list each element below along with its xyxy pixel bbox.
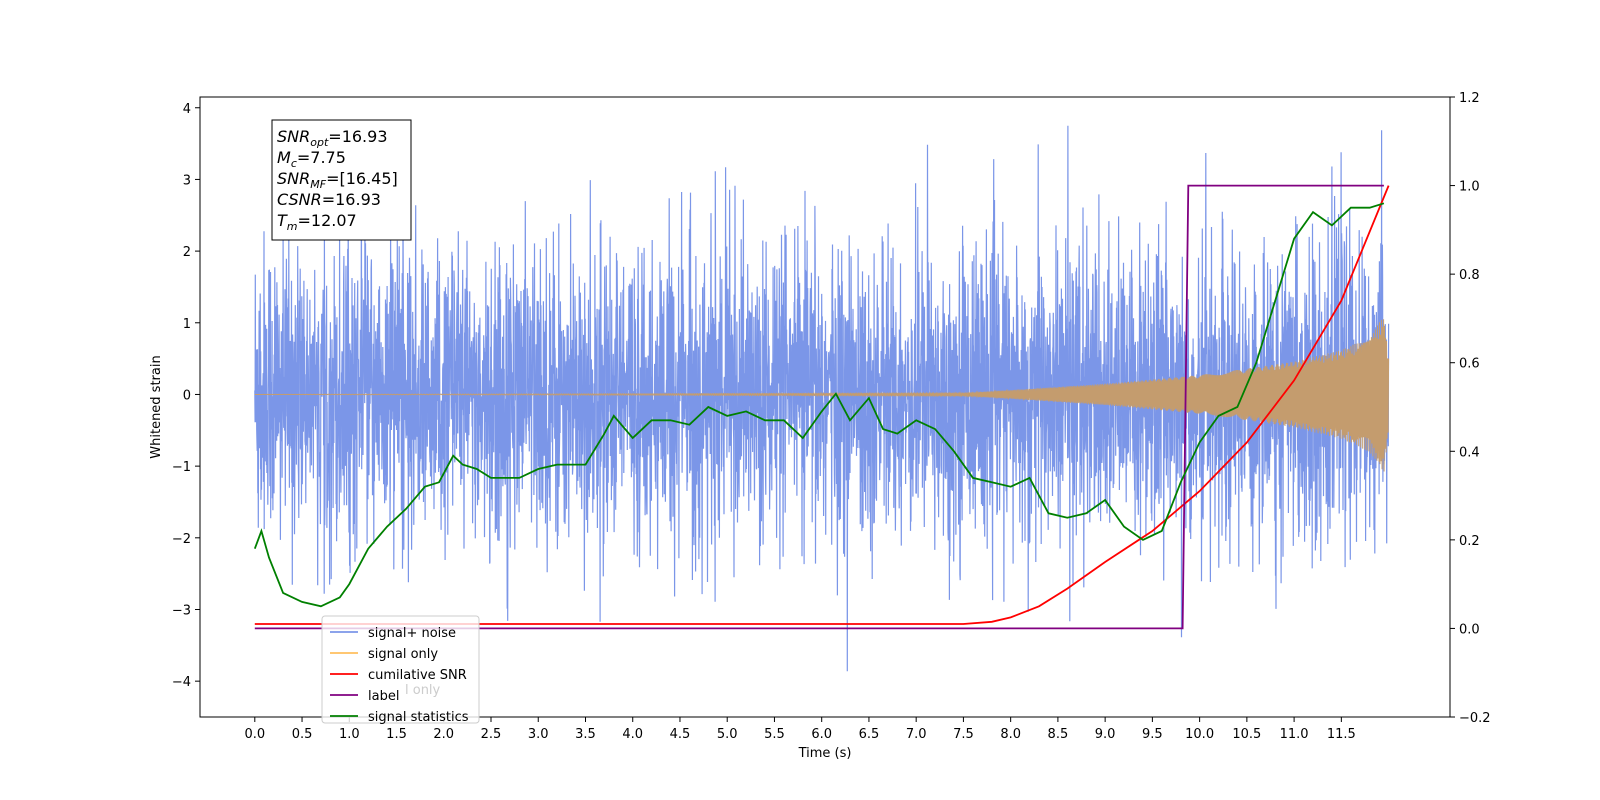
x-tick-label: 3.0 (528, 727, 549, 742)
y2-tick-label: 0.0 (1459, 622, 1480, 637)
y-tick-label: 2 (183, 245, 191, 260)
legend-label: cumilative SNR (368, 668, 467, 683)
y2-tick-label: 0.2 (1459, 534, 1480, 549)
info-box: SNRopt=16.93Mc=7.75SNRMF=[16.45]CSNR=16.… (271, 119, 412, 241)
legend: l only signal+ noise signal only cumilativ… (321, 615, 480, 725)
x-tick-label: 10.5 (1232, 727, 1261, 742)
info-value: =7.75 (297, 148, 346, 167)
info-value: =12.07 (298, 211, 357, 230)
legend-label: signal+ noise (368, 626, 456, 641)
series-signal-statistics-line (253, 202, 1385, 608)
info-subscript: m (287, 220, 298, 233)
x-tick-label: 5.0 (717, 727, 738, 742)
y-axis-right: 1.2 1.0 0.8 0.6 0.4 0.2 0.0 −0.2 (1450, 91, 1491, 726)
x-tick-label: 7.0 (906, 727, 927, 742)
plot-frame (199, 96, 1451, 718)
info-value: =[16.45] (326, 169, 398, 188)
legend-label: label (368, 689, 399, 704)
x-tick-label: 8.0 (1000, 727, 1021, 742)
info-value: =16.93 (328, 127, 387, 146)
info-box-frame (271, 119, 412, 241)
series-cumilative-snr-line (254, 185, 1390, 625)
x-tick-label: 11.0 (1280, 727, 1309, 742)
info-subscript: opt (310, 136, 329, 149)
info-line: SNRMF=[16.45] (277, 169, 398, 191)
x-tick-label: 2.5 (481, 727, 502, 742)
x-axis: 0.0 0.5 1.0 1.5 2.0 2.5 3.0 3.5 4.0 4.5 5.0 5.5 6.0 6… (244, 717, 1356, 742)
x-tick-label: 9.0 (1095, 727, 1116, 742)
info-symbol: M (277, 148, 291, 167)
y-axis-left: 4 3 2 1 0 −1 −2 −3 −4 (172, 102, 200, 690)
info-value: =16.93 (322, 190, 381, 209)
x-tick-label: 1.0 (339, 727, 360, 742)
y2-tick-label: 0.6 (1459, 357, 1480, 372)
legend-ghost-text: l only (405, 683, 441, 698)
y-tick-label: −4 (172, 675, 191, 690)
legend-label: signal statistics (368, 710, 469, 725)
x-tick-label: 9.5 (1142, 727, 1163, 742)
info-symbol: CSNR (277, 190, 322, 209)
y2-tick-label: −0.2 (1459, 711, 1491, 726)
y-tick-label: 0 (183, 388, 191, 403)
x-tick-label: 6.5 (859, 727, 880, 742)
info-line: CSNR=16.93 (277, 190, 381, 209)
x-tick-label: 1.5 (386, 727, 407, 742)
x-tick-label: 2.0 (433, 727, 454, 742)
x-tick-label: 3.5 (575, 727, 596, 742)
x-tick-label: 0.0 (244, 727, 265, 742)
series-signal-noise-line (254, 125, 1390, 672)
y-tick-label: −2 (172, 532, 191, 547)
series-signal-only-line (254, 319, 1390, 472)
info-line: SNRopt=16.93 (277, 127, 388, 149)
x-tick-label: 0.5 (292, 727, 313, 742)
info-symbol: T (277, 211, 288, 230)
legend-frame (321, 615, 480, 724)
y2-tick-label: 0.8 (1459, 268, 1480, 283)
series-label-line (254, 184, 1384, 630)
info-symbol: SNR (277, 127, 310, 146)
info-subscript: MF (310, 178, 326, 191)
y2-tick-label: 1.2 (1459, 91, 1480, 106)
y-tick-label: −1 (172, 460, 191, 475)
y2-tick-label: 1.0 (1459, 180, 1480, 195)
x-tick-label: 4.0 (622, 727, 643, 742)
x-tick-label: 8.5 (1048, 727, 1069, 742)
y-tick-label: 1 (183, 317, 191, 332)
y-tick-label: −3 (172, 603, 191, 618)
y-tick-label: 4 (183, 102, 191, 117)
info-line: Mc=7.75 (277, 148, 346, 170)
x-tick-label: 7.5 (953, 727, 974, 742)
info-symbol: SNR (277, 169, 310, 188)
info-line: Tm=12.07 (277, 211, 357, 233)
y-tick-label: 3 (183, 173, 191, 188)
legend-label: signal only (368, 647, 438, 662)
x-tick-label: 10.0 (1185, 727, 1214, 742)
x-tick-label: 5.5 (764, 727, 785, 742)
y-axis-label: Whitened strain (149, 355, 164, 458)
x-tick-label: 11.5 (1327, 727, 1356, 742)
x-tick-label: 6.0 (811, 727, 832, 742)
info-subscript: c (291, 157, 297, 170)
x-axis-label: Time (s) (798, 746, 852, 761)
x-tick-label: 4.5 (670, 727, 691, 742)
y2-tick-label: 0.4 (1459, 445, 1480, 460)
plot-area (253, 125, 1390, 672)
